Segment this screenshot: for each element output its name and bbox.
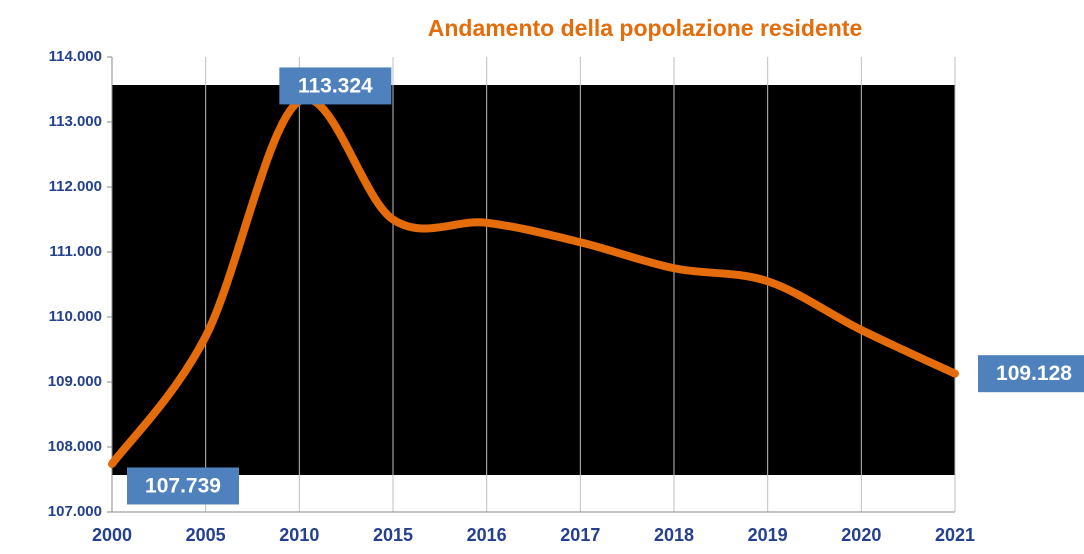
data-label: 113.324 [298, 74, 373, 97]
y-tick-label: 114.000 [49, 48, 102, 65]
data-label: 109.128 [996, 362, 1072, 385]
y-tick-label: 111.000 [49, 243, 102, 260]
x-tick-label: 2016 [467, 525, 507, 545]
x-tick-label: 2018 [654, 525, 694, 545]
x-tick-label: 2020 [841, 525, 881, 545]
data-label: 107.739 [145, 475, 221, 498]
y-tick-label: 109.000 [48, 373, 102, 390]
y-tick-label: 112.000 [49, 178, 102, 195]
y-tick-label: 113.000 [49, 113, 102, 130]
y-tick-label: 108.000 [48, 438, 102, 455]
plot-background [112, 85, 955, 475]
x-tick-label: 2000 [92, 525, 132, 545]
y-tick-label: 107.000 [48, 503, 102, 520]
data-label-box [127, 467, 239, 505]
y-tick-label: 110.000 [49, 308, 102, 325]
x-tick-label: 2019 [748, 525, 788, 545]
x-tick-label: 2005 [186, 525, 226, 545]
x-tick-label: 2017 [560, 525, 600, 545]
data-line [108, 94, 959, 468]
data-label-box [978, 355, 1084, 393]
chart-title: Andamento della popolazione residente [428, 15, 863, 41]
data-label-box [279, 67, 392, 105]
x-tick-label: 2015 [373, 525, 413, 545]
x-tick-label: 2021 [935, 525, 975, 545]
x-tick-label: 2010 [279, 525, 319, 545]
